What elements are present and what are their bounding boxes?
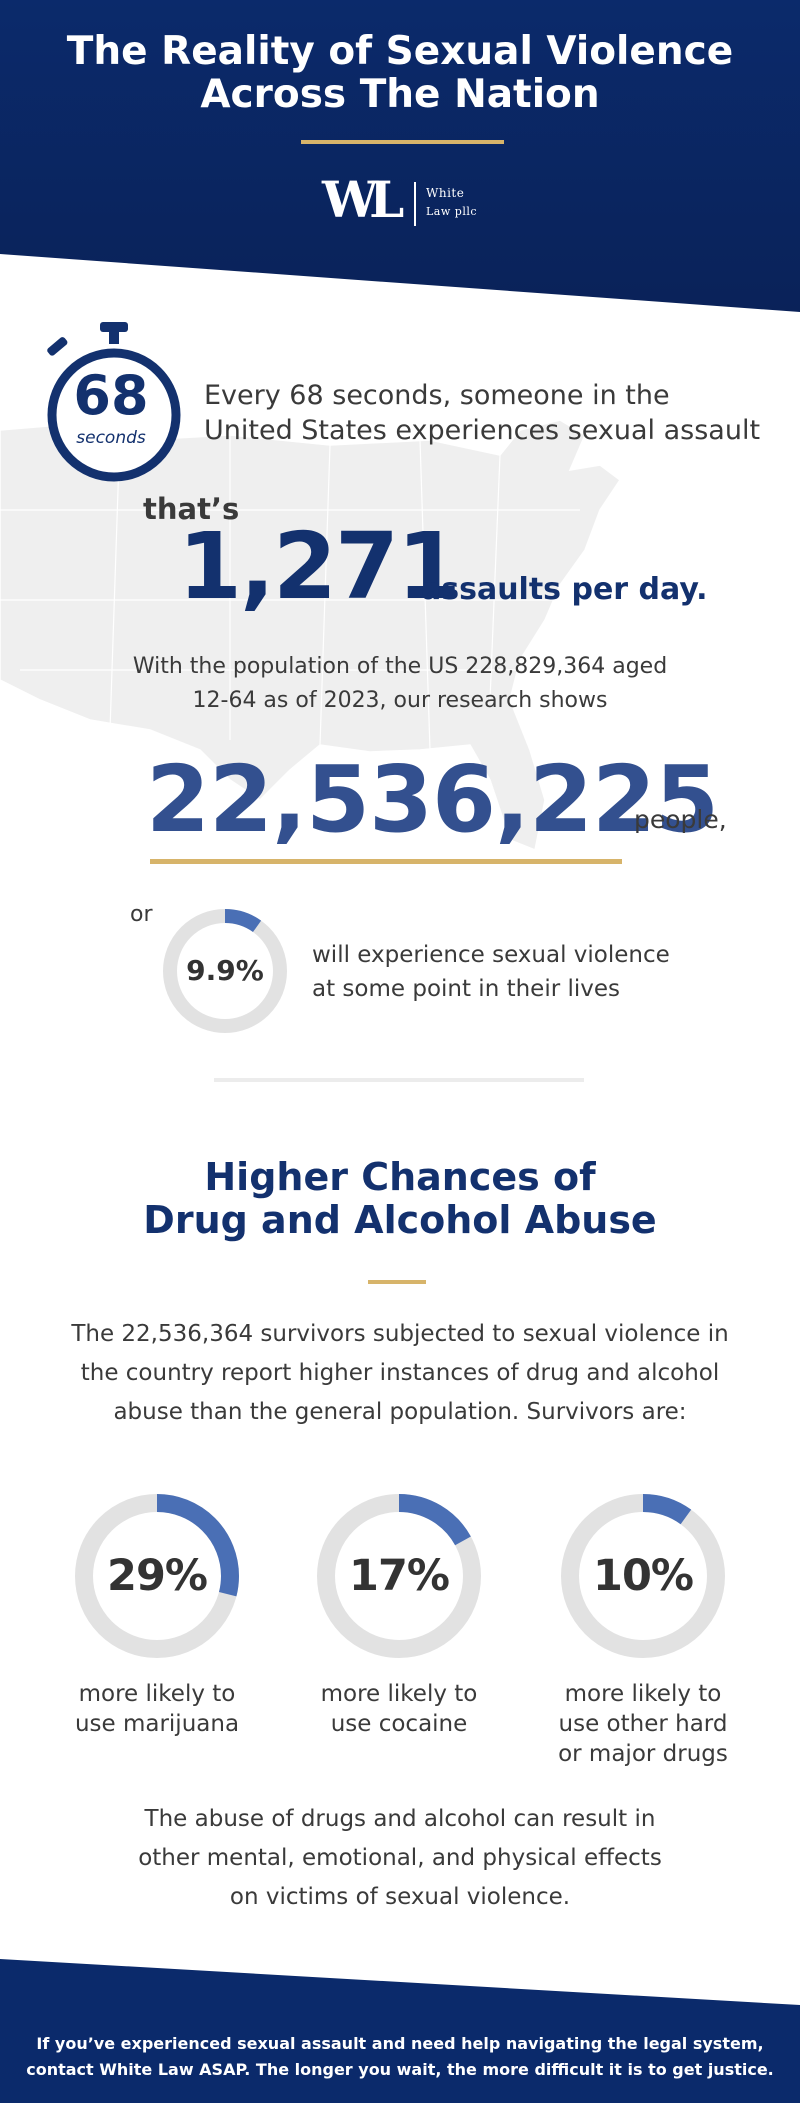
survivors-intro-line: The 22,536,364 survivors subjected to se… — [71, 1321, 729, 1347]
section-underline — [368, 1280, 426, 1284]
survivors-intro: The 22,536,364 survivors subjected to se… — [70, 1315, 730, 1432]
assaults-per-day-label: assaults per day. — [421, 572, 708, 607]
stat-label-line: use other hard — [558, 1711, 728, 1737]
stat-label-line: more likely to — [564, 1681, 722, 1707]
page-title-line: Across The Nation — [200, 72, 600, 117]
stat-label-line: more likely to — [320, 1681, 478, 1707]
page-title: The Reality of Sexual Violence Across Th… — [0, 30, 800, 116]
population-statement-line: With the population of the US 228,829,36… — [132, 654, 668, 679]
stopwatch-unit: seconds — [76, 428, 146, 448]
percent-statement-line: will experience sexual violence — [312, 942, 670, 968]
white-law-logo-mark: WL — [322, 170, 404, 229]
frequency-statement-line: United States experiences sexual assault — [204, 415, 761, 446]
effects-statement-line: other mental, emotional, and physical ef… — [138, 1845, 662, 1871]
percent-statement-line: at some point in their lives — [312, 976, 621, 1002]
section-divider — [214, 1078, 584, 1082]
footer-call-to-action: If you’ve experienced sexual assault and… — [20, 2031, 780, 2083]
thats-label: that’s — [143, 492, 240, 526]
footer-line: If you’ve experienced sexual assault and… — [36, 2034, 764, 2053]
stat-value: 10% — [593, 1551, 694, 1601]
population-statement: With the population of the US 228,829,36… — [100, 650, 700, 718]
stat-label-line: use cocaine — [330, 1711, 468, 1737]
header-background — [0, 0, 800, 312]
logo-word-law: Law pllc — [426, 205, 478, 218]
stat-label-line: or major drugs — [558, 1741, 728, 1767]
effects-statement-line: The abuse of drugs and alcohol can resul… — [144, 1806, 656, 1832]
effects-statement-line: on victims of sexual violence. — [229, 1884, 571, 1910]
stat-label: more likely to use cocaine — [299, 1679, 499, 1739]
stat-label: more likely to use other hard or major d… — [543, 1679, 743, 1769]
stopwatch-icon — [47, 322, 181, 482]
page-title-line: The Reality of Sexual Violence — [66, 29, 734, 74]
or-label: or — [130, 902, 153, 927]
percent-statement: will experience sexual violence at some … — [312, 938, 712, 1006]
footer-background — [0, 1959, 800, 2103]
cocaine-donut-chart — [317, 1494, 481, 1658]
assaults-per-day-number: 1,271 — [178, 513, 461, 620]
section-heading-line: Higher Chances of — [204, 1155, 596, 1199]
marijuana-donut-chart — [75, 1494, 239, 1658]
us-map-icon — [0, 419, 622, 852]
people-count-underline — [150, 859, 622, 864]
title-underline — [301, 140, 504, 144]
people-count-number: 22,536,225 — [146, 746, 719, 853]
section-heading: Higher Chances of Drug and Alcohol Abuse — [0, 1156, 800, 1242]
stat-label-line: use marijuana — [74, 1711, 240, 1737]
frequency-statement-line: Every 68 seconds, someone in the — [204, 380, 670, 411]
stat-label-line: more likely to — [78, 1681, 236, 1707]
frequency-statement: Every 68 seconds, someone in the United … — [204, 378, 784, 448]
population-statement-line: 12-64 as of 2023, our research shows — [192, 688, 608, 713]
effects-statement: The abuse of drugs and alcohol can resul… — [100, 1800, 700, 1917]
stat-value: 17% — [349, 1551, 450, 1601]
survivors-intro-line: the country report higher instances of d… — [80, 1360, 720, 1386]
footer-line: contact White Law ASAP. The longer you w… — [26, 2060, 774, 2079]
logo-divider — [414, 182, 416, 226]
section-heading-line: Drug and Alcohol Abuse — [143, 1198, 657, 1242]
stopwatch-number: 68 — [73, 364, 149, 427]
logo-word-white: White — [426, 186, 465, 200]
percent-value: 9.9% — [186, 954, 264, 987]
percent-donut-chart — [163, 909, 287, 1033]
survivors-intro-line: abuse than the general population. Survi… — [113, 1399, 687, 1425]
stat-value: 29% — [107, 1551, 208, 1601]
people-count-label: people, — [634, 805, 727, 834]
other-drugs-donut-chart — [561, 1494, 725, 1658]
stat-label: more likely to use marijuana — [57, 1679, 257, 1739]
